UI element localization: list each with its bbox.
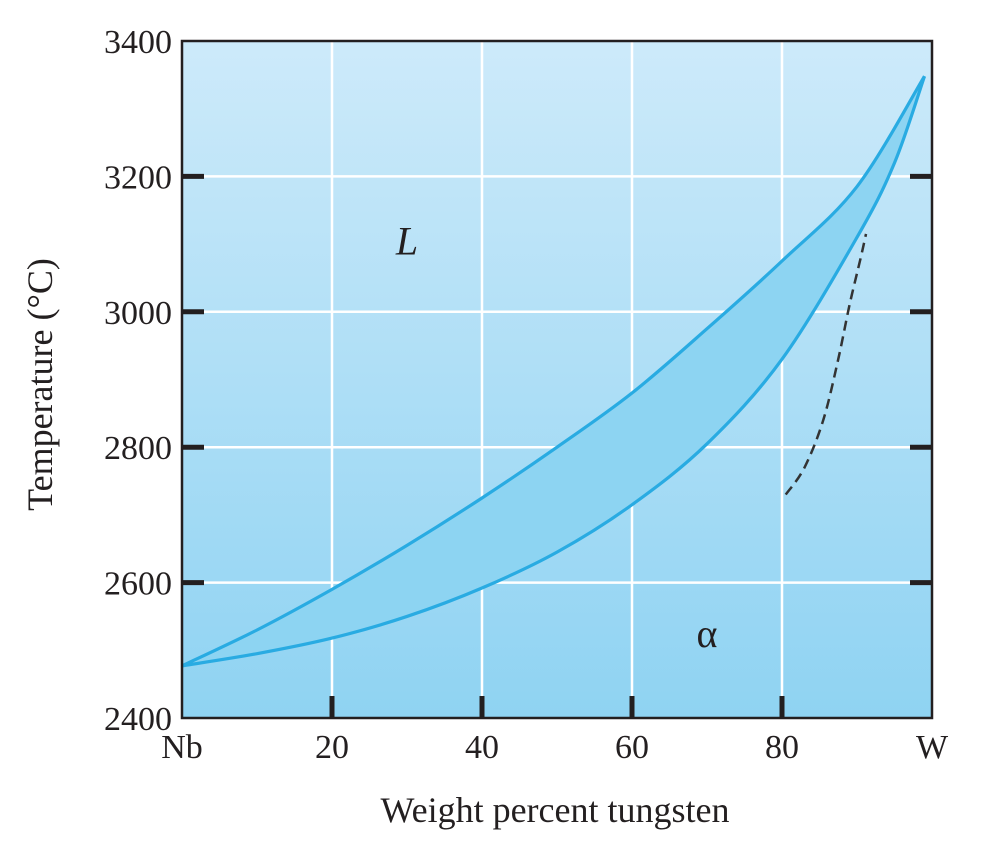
y-tick-label: 3000 (104, 295, 172, 332)
dashed-boundary-curve (784, 233, 868, 496)
x-axis-title: Weight percent tungsten (381, 790, 730, 830)
y-axis-title: Temperature (°C) (20, 258, 60, 511)
liquidus-curve (182, 75, 926, 668)
y-tick-label: 3200 (104, 159, 172, 196)
x-tick-label: 20 (315, 729, 349, 766)
phase-region-label: α (697, 611, 718, 656)
phase-region-label: L (395, 218, 418, 263)
x-tick-label: Nb (161, 729, 203, 766)
solidus-curve (182, 75, 927, 668)
plot-frame (180, 39, 934, 720)
x-tick-label: 80 (765, 729, 799, 766)
y-tick-label: 2800 (104, 430, 172, 467)
two-phase-region (182, 76, 925, 666)
x-tick-label: W (916, 729, 949, 766)
x-tick-label: 60 (615, 729, 649, 766)
y-tick-label: 2600 (104, 566, 172, 603)
x-tick-label: 40 (465, 729, 499, 766)
y-tick-label: 2400 (104, 701, 172, 738)
y-tick-label: 3400 (104, 24, 172, 61)
